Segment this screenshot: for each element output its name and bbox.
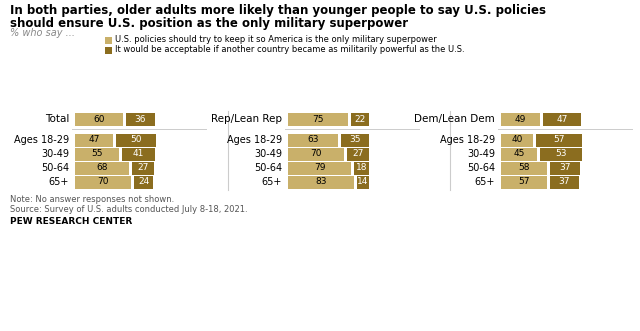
- Text: 58: 58: [518, 164, 530, 172]
- Text: 70: 70: [310, 150, 322, 159]
- Text: 30-49: 30-49: [41, 149, 69, 159]
- Bar: [550, 175, 579, 188]
- Text: Note: No answer responses not shown.: Note: No answer responses not shown.: [10, 195, 174, 204]
- Text: 22: 22: [354, 115, 365, 123]
- Text: Ages 18-29: Ages 18-29: [440, 135, 495, 145]
- Text: 30-49: 30-49: [254, 149, 282, 159]
- Text: PEW RESEARCH CENTER: PEW RESEARCH CENTER: [10, 217, 132, 226]
- Text: 35: 35: [349, 135, 361, 145]
- Text: 36: 36: [134, 115, 146, 123]
- Bar: [288, 162, 351, 174]
- Bar: [132, 162, 154, 174]
- Text: Rep/Lean Rep: Rep/Lean Rep: [211, 114, 282, 124]
- Text: 27: 27: [352, 150, 364, 159]
- Text: 50-64: 50-64: [254, 163, 282, 173]
- Bar: [75, 148, 119, 161]
- Bar: [354, 162, 369, 174]
- Text: 63: 63: [307, 135, 319, 145]
- Text: 75: 75: [312, 115, 324, 123]
- Text: 47: 47: [88, 135, 99, 145]
- Text: Ages 18-29: Ages 18-29: [14, 135, 69, 145]
- Bar: [116, 133, 156, 147]
- Text: should ensure U.S. position as the only military superpower: should ensure U.S. position as the only …: [10, 17, 408, 30]
- Bar: [105, 46, 112, 54]
- Text: 37: 37: [559, 177, 570, 186]
- Text: 50-64: 50-64: [467, 163, 495, 173]
- Text: 60: 60: [93, 115, 105, 123]
- Bar: [501, 175, 547, 188]
- Text: 40: 40: [511, 135, 523, 145]
- Text: U.S. policies should try to keep it so America is the only military superpower: U.S. policies should try to keep it so A…: [115, 35, 436, 44]
- Bar: [550, 162, 580, 174]
- Bar: [540, 148, 582, 161]
- Text: 50-64: 50-64: [41, 163, 69, 173]
- Text: Total: Total: [45, 114, 69, 124]
- Text: 83: 83: [316, 177, 327, 186]
- Text: 65+: 65+: [262, 177, 282, 187]
- Bar: [501, 133, 533, 147]
- Text: Source: Survey of U.S. adults conducted July 8-18, 2021.: Source: Survey of U.S. adults conducted …: [10, 205, 248, 214]
- Bar: [347, 148, 369, 161]
- Text: 55: 55: [92, 150, 103, 159]
- Text: 57: 57: [553, 135, 564, 145]
- Text: Dem/Lean Dem: Dem/Lean Dem: [414, 114, 495, 124]
- Text: 65+: 65+: [475, 177, 495, 187]
- Text: 41: 41: [132, 150, 144, 159]
- Bar: [501, 113, 540, 125]
- Text: 70: 70: [97, 177, 109, 186]
- Text: 27: 27: [138, 164, 149, 172]
- Text: Ages 18-29: Ages 18-29: [227, 135, 282, 145]
- Bar: [536, 133, 582, 147]
- Bar: [134, 175, 153, 188]
- Text: 79: 79: [314, 164, 325, 172]
- Text: 14: 14: [357, 177, 369, 186]
- Bar: [126, 113, 155, 125]
- Text: 50: 50: [130, 135, 141, 145]
- Bar: [75, 175, 131, 188]
- Text: In both parties, older adults more likely than younger people to say U.S. polici: In both parties, older adults more likel…: [10, 4, 546, 17]
- Text: 49: 49: [515, 115, 526, 123]
- Bar: [75, 113, 123, 125]
- Bar: [105, 36, 112, 43]
- Text: 65+: 65+: [49, 177, 69, 187]
- Bar: [501, 162, 547, 174]
- Text: 30-49: 30-49: [467, 149, 495, 159]
- Bar: [341, 133, 369, 147]
- Bar: [122, 148, 155, 161]
- Text: 57: 57: [518, 177, 529, 186]
- Text: % who say ...: % who say ...: [10, 28, 75, 38]
- Text: 68: 68: [97, 164, 108, 172]
- Text: 47: 47: [556, 115, 568, 123]
- Bar: [75, 162, 129, 174]
- Text: 18: 18: [356, 164, 367, 172]
- Text: 24: 24: [138, 177, 149, 186]
- Text: 37: 37: [559, 164, 571, 172]
- Bar: [288, 148, 344, 161]
- Bar: [351, 113, 369, 125]
- Bar: [357, 175, 369, 188]
- Bar: [75, 133, 113, 147]
- Bar: [288, 113, 348, 125]
- Bar: [288, 133, 339, 147]
- Bar: [288, 175, 355, 188]
- Text: It would be acceptable if another country became as militarily powerful as the U: It would be acceptable if another countr…: [115, 45, 465, 55]
- Text: 45: 45: [513, 150, 525, 159]
- Bar: [501, 148, 537, 161]
- Bar: [543, 113, 581, 125]
- Text: 53: 53: [556, 150, 567, 159]
